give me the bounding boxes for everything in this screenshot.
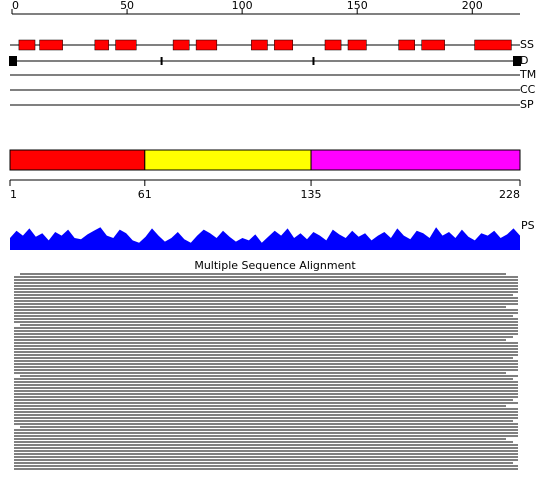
ps-label: PS [521,219,535,232]
helix [324,39,342,51]
helix [94,39,109,51]
domain-label: 61 [138,188,152,201]
domain-label: 135 [301,188,322,201]
track-label: CC [520,83,536,96]
helix [195,39,218,51]
helix [251,39,268,51]
disorder-tick [312,57,315,65]
domain-label: 1 [10,188,17,201]
domain-label: 228 [499,188,520,201]
track-label: SP [520,98,534,111]
disorder-tick [160,57,163,65]
helix [18,39,36,51]
track-label: SS [520,38,534,51]
domain [310,149,521,171]
ruler-label: 50 [120,0,134,12]
ps-area [10,227,520,250]
helix [421,39,445,51]
domain [9,149,146,171]
helix [172,39,190,51]
helix [39,39,63,51]
disorder-block [9,56,17,66]
ruler-label: 0 [12,0,19,12]
track-label: TM [519,68,536,81]
helix [347,39,367,51]
disorder-block [513,56,521,66]
helix [398,39,415,51]
ruler-label: 100 [232,0,253,12]
helix [274,39,294,51]
ruler-label: 200 [462,0,483,12]
ruler-label: 150 [347,0,368,12]
helix [115,39,137,51]
helix [474,39,512,51]
msa-title: Multiple Sequence Alignment [194,259,356,272]
track-label: D [520,54,528,67]
domain [144,149,312,171]
